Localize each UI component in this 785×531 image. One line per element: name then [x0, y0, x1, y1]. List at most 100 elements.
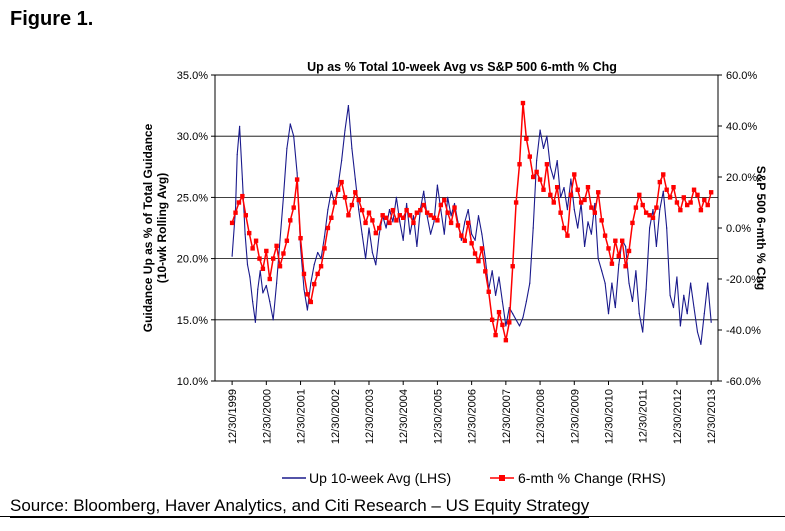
- lhs-data-point: [607, 313, 610, 315]
- lhs-data-point: [494, 294, 497, 296]
- lhs-data-point: [244, 233, 246, 235]
- rhs-data-point: [383, 215, 389, 220]
- lhs-data-point: [645, 288, 647, 290]
- x-axis: 12/30/1999 12/30/2000 12/30/2001 12/30/2002…: [227, 381, 718, 444]
- right-axis-tick-label: 20.0%: [726, 172, 757, 184]
- series-lhs: [231, 105, 712, 345]
- lhs-data-point: [416, 245, 418, 247]
- lhs-data-point: [491, 270, 493, 272]
- figure-label: Figure 1.: [10, 8, 94, 30]
- rhs-data-point: [349, 202, 355, 208]
- rhs-data-point: [346, 213, 351, 218]
- lhs-data-point: [556, 160, 558, 162]
- rhs-data-point: [633, 205, 639, 210]
- rhs-data-point: [431, 215, 437, 220]
- rhs-data-point: [575, 187, 580, 192]
- right-axis-tick-label: 40.0%: [726, 121, 757, 133]
- x-axis-tick-label: 12/30/2006: [467, 389, 479, 444]
- rhs-data-point: [544, 162, 550, 167]
- lhs-data-point: [498, 276, 500, 278]
- rhs-data-point: [647, 213, 652, 218]
- rhs-data-point: [363, 220, 368, 226]
- lhs-data-point: [241, 178, 243, 180]
- lhs-data-point: [412, 215, 415, 217]
- x-axis-tick-label: 12/30/2007: [501, 389, 513, 444]
- lhs-data-point: [542, 147, 545, 150]
- lhs-data-point: [375, 264, 377, 266]
- lhs-data-point: [672, 306, 675, 309]
- rhs-data-point: [534, 169, 539, 175]
- rhs-series-line: [231, 102, 712, 341]
- rhs-data-point: [373, 230, 379, 236]
- rhs-data-point: [654, 205, 659, 210]
- lhs-data-point: [481, 233, 483, 235]
- lhs-data-point: [710, 321, 712, 323]
- lhs-data-point: [249, 276, 251, 278]
- rhs-data-point: [507, 320, 512, 325]
- rhs-data-point: [455, 223, 461, 228]
- rhs-data-point: [500, 322, 505, 328]
- rhs-data-point: [445, 210, 450, 215]
- lhs-data-point: [433, 221, 435, 223]
- rhs-data-point: [510, 264, 515, 269]
- rhs-data-point: [674, 200, 680, 205]
- lhs-data-point: [683, 294, 685, 296]
- right-axis-tick-label: -40.0%: [726, 325, 761, 337]
- lhs-data-point: [625, 245, 627, 247]
- lhs-data-point: [259, 270, 261, 272]
- lhs-data-point: [611, 282, 613, 284]
- lhs-data-point: [303, 288, 305, 290]
- rhs-data-point: [664, 187, 669, 192]
- lhs-data-point: [313, 264, 315, 266]
- legend-rhs-marker: [499, 475, 505, 481]
- lhs-data-point: [577, 227, 579, 229]
- rhs-data-point: [469, 241, 474, 246]
- rhs-data-point: [599, 218, 604, 223]
- rhs-data-point: [582, 197, 587, 203]
- lhs-data-point: [269, 300, 271, 303]
- rhs-data-point: [688, 200, 693, 205]
- rhs-data-point: [442, 197, 447, 203]
- lhs-data-point: [453, 202, 456, 205]
- lhs-data-point: [289, 123, 291, 125]
- rhs-data-point: [308, 299, 314, 305]
- lhs-data-point: [597, 258, 599, 260]
- chart: Up as % Total 10-week Avg vs S&P 500 6-m…: [141, 60, 768, 486]
- rhs-data-point: [637, 192, 642, 198]
- rhs-data-point: [589, 205, 594, 210]
- rhs-data-point: [390, 207, 396, 213]
- bottom-divider: [0, 516, 785, 517]
- legend: Up 10-week Avg (LHS) 6-mth % Change (RHS…: [282, 470, 666, 486]
- left-axis-tick-label: 35.0%: [177, 70, 208, 82]
- rhs-data-point: [270, 256, 276, 261]
- rhs-data-point: [312, 281, 317, 287]
- lhs-data-point: [236, 153, 238, 156]
- lhs-data-point: [604, 282, 606, 284]
- lhs-data-point: [368, 227, 370, 229]
- lhs-data-point: [364, 258, 367, 260]
- x-axis-tick-label: 12/30/2009: [569, 389, 581, 444]
- rhs-data-point: [397, 213, 402, 218]
- rhs-data-point: [479, 246, 485, 251]
- lhs-data-point: [358, 209, 360, 211]
- rhs-data-point: [531, 174, 536, 180]
- right-axis: -60.0% -40.0% -20.0% 0.0% 20.0% 40.0% 60.0%: [718, 70, 761, 388]
- lhs-data-point: [317, 251, 319, 254]
- rhs-data-point: [438, 202, 444, 208]
- lhs-data-point: [536, 160, 538, 162]
- lhs-data-point: [460, 239, 462, 241]
- rhs-data-point: [298, 236, 303, 241]
- rhs-data-point: [418, 207, 423, 213]
- rhs-data-point: [476, 258, 481, 264]
- rhs-data-point: [288, 218, 293, 223]
- rhs-data-point: [377, 225, 382, 231]
- rhs-data-point: [578, 200, 584, 205]
- rhs-data-point: [695, 192, 700, 198]
- lhs-data-point: [252, 300, 254, 303]
- lhs-data-point: [532, 227, 534, 229]
- lhs-series-line: [231, 105, 712, 345]
- rhs-data-point: [325, 225, 331, 231]
- rhs-data-point: [661, 172, 666, 177]
- left-axis-tick-label: 30.0%: [177, 131, 208, 143]
- lhs-data-point: [429, 233, 432, 235]
